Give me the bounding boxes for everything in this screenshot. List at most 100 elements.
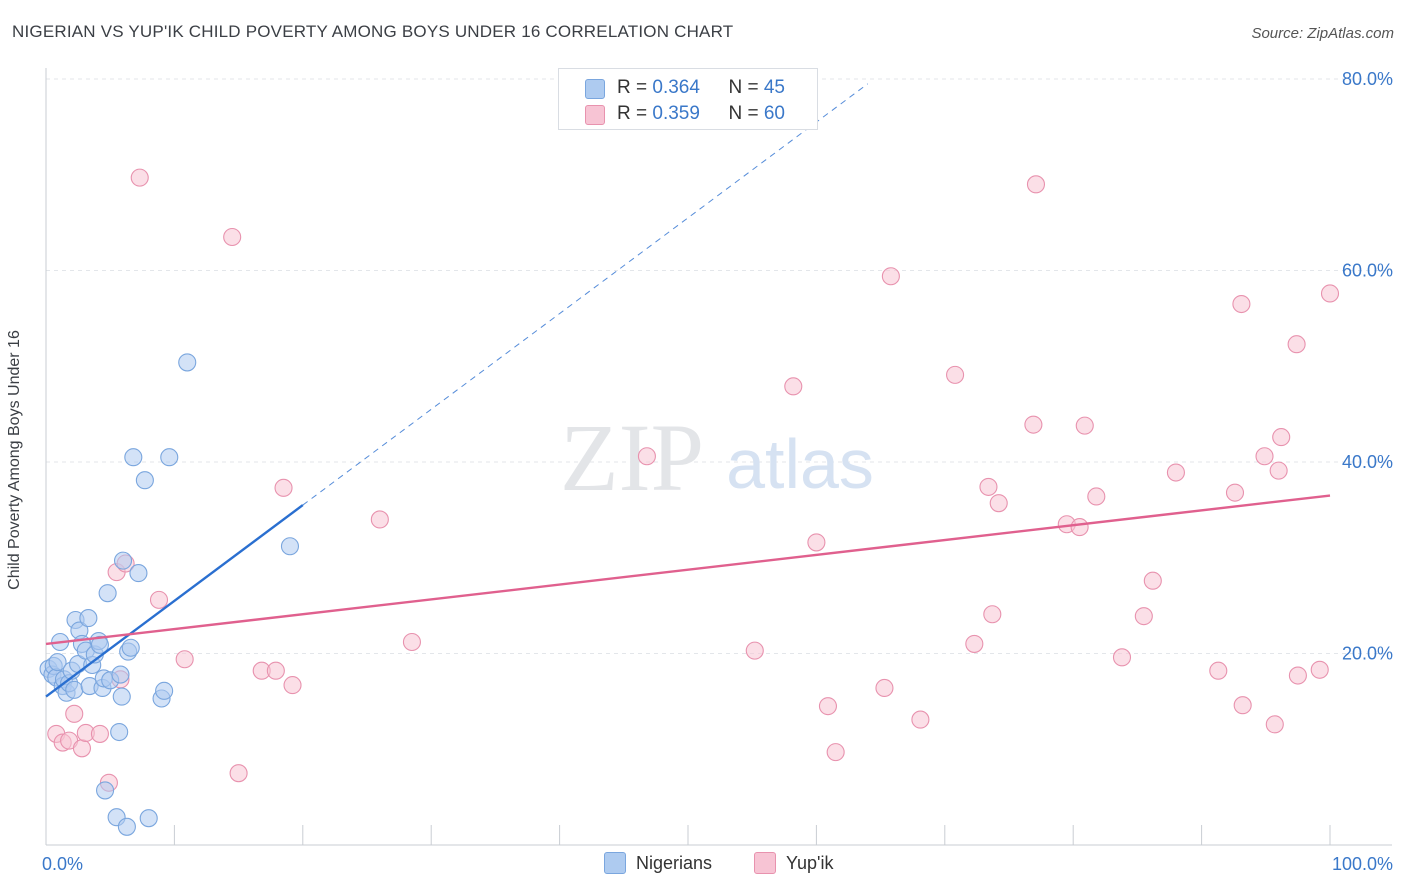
point-yupik xyxy=(807,533,826,552)
point-yupik xyxy=(818,697,838,716)
y-tick-label: 20.0% xyxy=(1342,644,1393,664)
point-yupik xyxy=(1288,666,1307,685)
point-nigerians xyxy=(135,471,154,490)
point-yupik xyxy=(149,590,169,609)
point-nigerians xyxy=(48,653,67,672)
point-yupik xyxy=(402,632,421,652)
point-yupik xyxy=(266,661,285,680)
point-yupik xyxy=(1320,284,1340,303)
point-nigerians xyxy=(96,781,115,800)
point-nigerians xyxy=(112,687,131,706)
trend-lines xyxy=(45,83,1331,698)
x-tick-label-max: 100.0% xyxy=(1332,854,1393,874)
n-value-yupik: 60 xyxy=(763,103,785,124)
point-nigerians xyxy=(65,680,84,699)
point-nigerians xyxy=(110,722,129,742)
point-yupik xyxy=(1272,428,1291,447)
r-value-yupik: 0.359 xyxy=(652,103,700,124)
n-label: N = xyxy=(728,77,764,98)
point-nigerians xyxy=(160,448,179,467)
point-yupik xyxy=(274,478,293,497)
point-yupik xyxy=(1232,294,1251,314)
point-yupik xyxy=(1310,660,1329,679)
point-yupik xyxy=(370,510,389,529)
point-yupik xyxy=(1209,661,1228,680)
y-tick-label: 40.0% xyxy=(1342,452,1393,472)
point-yupik xyxy=(911,710,930,729)
point-yupik xyxy=(1070,518,1089,537)
data-points xyxy=(39,168,1340,836)
point-yupik xyxy=(946,365,965,384)
legend-label-yupik: Yup'ik xyxy=(786,852,834,873)
point-yupik xyxy=(1269,461,1288,480)
swatch-yupik xyxy=(585,105,605,125)
point-yupik xyxy=(637,447,656,466)
point-yupik xyxy=(745,641,764,660)
gridlines xyxy=(46,78,1392,654)
legend-label-nigerians: Nigerians xyxy=(636,852,713,873)
point-yupik xyxy=(1287,335,1306,354)
point-yupik xyxy=(983,605,1002,624)
trendline-nigerians xyxy=(45,504,304,698)
legend-item-nigerians[interactable]: Nigerians xyxy=(604,852,713,875)
point-nigerians xyxy=(129,564,148,583)
swatch-nigerians xyxy=(585,79,605,99)
legend-swatch-nigerians xyxy=(604,852,626,875)
point-yupik xyxy=(175,650,194,669)
y-tick-label: 60.0% xyxy=(1342,261,1393,281)
point-yupik xyxy=(989,494,1008,513)
tick-labels: 20.0% 40.0% 60.0% 80.0% 0.0% 100.0% xyxy=(42,69,1393,874)
point-yupik xyxy=(283,676,302,695)
point-nigerians xyxy=(90,635,109,654)
point-yupik xyxy=(875,678,894,698)
point-yupik xyxy=(229,764,248,783)
point-yupik xyxy=(979,477,998,496)
point-yupik xyxy=(1265,715,1284,734)
point-nigerians xyxy=(113,551,133,570)
point-yupik xyxy=(223,227,242,247)
point-yupik xyxy=(65,704,84,723)
point-yupik xyxy=(1024,415,1043,434)
point-yupik xyxy=(1166,463,1185,482)
point-nigerians xyxy=(98,584,117,603)
r-value-nigerians: 0.364 xyxy=(652,77,700,98)
y-tick-label: 80.0% xyxy=(1342,69,1393,89)
point-nigerians xyxy=(111,665,130,684)
point-yupik xyxy=(72,739,92,758)
point-yupik xyxy=(1026,175,1046,194)
trendline-nigerians-extension xyxy=(302,83,869,506)
r-label: R = xyxy=(617,103,653,124)
axes xyxy=(45,68,1392,846)
point-yupik xyxy=(784,377,803,396)
point-nigerians xyxy=(121,638,140,657)
point-yupik xyxy=(881,267,900,286)
point-nigerians xyxy=(178,353,197,372)
chart-title: NIGERIAN VS YUP'IK CHILD POVERTY AMONG B… xyxy=(12,22,734,41)
source-credit: Source: ZipAtlas.com xyxy=(1251,25,1394,42)
point-yupik xyxy=(1225,483,1245,502)
n-value-nigerians: 45 xyxy=(763,77,785,98)
stats-legend: R = 0.364 N = 45 R = 0.359 N = 60 xyxy=(558,68,818,130)
point-nigerians xyxy=(79,609,98,628)
trendline-yupik xyxy=(45,494,1331,646)
point-yupik xyxy=(130,168,149,187)
point-yupik xyxy=(1255,447,1274,466)
legend-swatch-yupik xyxy=(754,852,776,875)
point-nigerians xyxy=(124,448,143,467)
point-yupik xyxy=(1143,571,1162,590)
point-yupik xyxy=(1233,696,1252,715)
point-nigerians xyxy=(280,537,300,556)
point-yupik xyxy=(90,724,109,743)
point-nigerians xyxy=(139,809,158,828)
point-yupik xyxy=(1087,487,1106,506)
point-yupik xyxy=(1112,648,1132,667)
point-yupik xyxy=(826,743,845,762)
x-tick-label-min: 0.0% xyxy=(42,854,83,874)
point-yupik xyxy=(965,634,984,653)
series-legend: Nigerians Yup'ik xyxy=(0,852,1406,876)
point-nigerians xyxy=(155,681,174,700)
point-yupik xyxy=(1075,416,1094,435)
point-yupik xyxy=(1134,607,1153,626)
legend-item-yupik[interactable]: Yup'ik xyxy=(754,852,834,875)
